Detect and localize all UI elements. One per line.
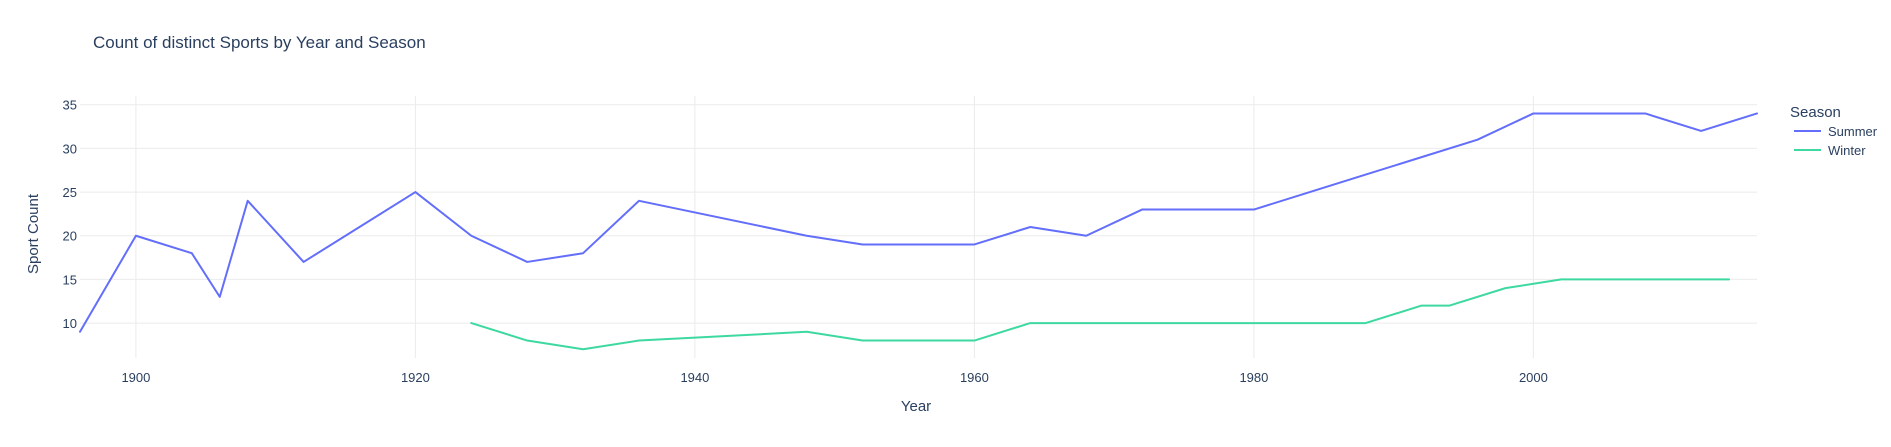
legend-items: Summer Winter — [1794, 124, 1878, 158]
y-tick-label-15: 15 — [63, 272, 77, 287]
x-axis-label: Year — [901, 398, 931, 415]
grid-layer — [80, 96, 1757, 358]
series-layer — [79, 112, 1758, 351]
x-tick-label-1920: 1920 — [401, 370, 430, 385]
x-axis-ticks: 1900 1920 1940 1960 1980 2000 — [121, 370, 1547, 385]
x-tick-label-1940: 1940 — [680, 370, 709, 385]
y-tick-label-10: 10 — [63, 316, 77, 331]
y-tick-label-25: 25 — [63, 185, 77, 200]
y-tick-label-20: 20 — [63, 229, 77, 244]
legend-title: Season — [1790, 104, 1841, 121]
y-axis-ticks: 10 15 20 25 30 35 — [63, 98, 77, 331]
winter-series-line — [470, 278, 1731, 351]
x-tick-label-1980: 1980 — [1239, 370, 1268, 385]
y-tick-label-30: 30 — [63, 141, 77, 156]
summer-series-line — [79, 112, 1758, 333]
x-tick-label-2000: 2000 — [1519, 370, 1548, 385]
y-tick-label-35: 35 — [63, 98, 77, 113]
legend-winter-label: Winter — [1828, 143, 1866, 158]
legend-item-winter[interactable]: Winter — [1794, 143, 1866, 158]
x-tick-label-1900: 1900 — [121, 370, 150, 385]
x-tick-label-1960: 1960 — [960, 370, 989, 385]
legend: Season Summer Winter — [1790, 104, 1878, 158]
y-axis-label: Sport Count — [25, 193, 42, 274]
legend-summer-label: Summer — [1828, 124, 1878, 139]
legend-item-summer[interactable]: Summer — [1794, 124, 1878, 139]
chart-title: Count of distinct Sports by Year and Sea… — [93, 33, 426, 52]
